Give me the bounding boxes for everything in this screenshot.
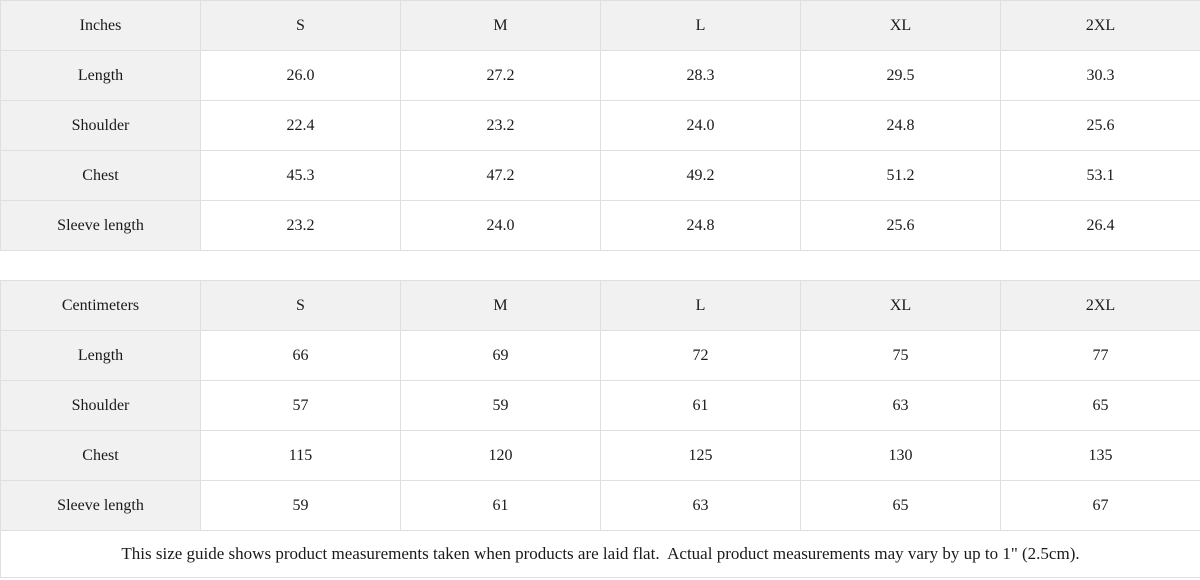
value-cell: 72: [600, 330, 801, 381]
value-cell: 28.3: [600, 50, 801, 101]
table-row: Sleeve length 59 61 63 65 67: [0, 480, 1200, 531]
size-header-cell: S: [200, 0, 401, 51]
value-cell: 24.0: [600, 100, 801, 151]
value-cell: 65: [800, 480, 1001, 531]
size-header-cell: S: [200, 280, 401, 331]
table-spacer: [0, 250, 1200, 281]
value-cell: 125: [600, 430, 801, 481]
footer-note-row: This size guide shows product measuremen…: [0, 530, 1200, 578]
value-cell: 130: [800, 430, 1001, 481]
inches-header-row: Inches S M L XL 2XL: [0, 0, 1200, 51]
row-label-cell: Length: [0, 50, 201, 101]
value-cell: 63: [800, 380, 1001, 431]
row-label-cell: Shoulder: [0, 100, 201, 151]
table-row: Chest 45.3 47.2 49.2 51.2 53.1: [0, 150, 1200, 201]
size-header-cell: L: [600, 280, 801, 331]
value-cell: 24.0: [400, 200, 601, 251]
value-cell: 47.2: [400, 150, 601, 201]
value-cell: 69: [400, 330, 601, 381]
size-guide-note: This size guide shows product measuremen…: [0, 530, 1200, 578]
value-cell: 65: [1000, 380, 1200, 431]
value-cell: 59: [200, 480, 401, 531]
size-header-cell: M: [400, 280, 601, 331]
row-label-cell: Chest: [0, 430, 201, 481]
value-cell: 61: [400, 480, 601, 531]
row-label-cell: Shoulder: [0, 380, 201, 431]
size-header-cell: 2XL: [1000, 0, 1200, 51]
value-cell: 77: [1000, 330, 1200, 381]
value-cell: 25.6: [800, 200, 1001, 251]
value-cell: 63: [600, 480, 801, 531]
unit-header-cell: Centimeters: [0, 280, 201, 331]
size-header-cell: XL: [800, 280, 1001, 331]
value-cell: 22.4: [200, 100, 401, 151]
value-cell: 51.2: [800, 150, 1001, 201]
size-header-cell: XL: [800, 0, 1001, 51]
value-cell: 27.2: [400, 50, 601, 101]
row-label-cell: Sleeve length: [0, 480, 201, 531]
size-header-cell: M: [400, 0, 601, 51]
table-row: Shoulder 22.4 23.2 24.0 24.8 25.6: [0, 100, 1200, 151]
value-cell: 23.2: [200, 200, 401, 251]
value-cell: 49.2: [600, 150, 801, 201]
value-cell: 61: [600, 380, 801, 431]
centimeters-header-row: Centimeters S M L XL 2XL: [0, 280, 1200, 331]
table-row: Length 66 69 72 75 77: [0, 330, 1200, 381]
row-label-cell: Sleeve length: [0, 200, 201, 251]
value-cell: 24.8: [800, 100, 1001, 151]
table-row: Length 26.0 27.2 28.3 29.5 30.3: [0, 50, 1200, 101]
value-cell: 25.6: [1000, 100, 1200, 151]
value-cell: 53.1: [1000, 150, 1200, 201]
table-row: Sleeve length 23.2 24.0 24.8 25.6 26.4: [0, 200, 1200, 251]
value-cell: 45.3: [200, 150, 401, 201]
row-label-cell: Length: [0, 330, 201, 381]
value-cell: 135: [1000, 430, 1200, 481]
value-cell: 57: [200, 380, 401, 431]
size-header-cell: L: [600, 0, 801, 51]
value-cell: 23.2: [400, 100, 601, 151]
value-cell: 75: [800, 330, 1001, 381]
value-cell: 59: [400, 380, 601, 431]
value-cell: 26.0: [200, 50, 401, 101]
row-label-cell: Chest: [0, 150, 201, 201]
table-row: Shoulder 57 59 61 63 65: [0, 380, 1200, 431]
spacer-cell: [0, 250, 1200, 281]
value-cell: 115: [200, 430, 401, 481]
value-cell: 24.8: [600, 200, 801, 251]
value-cell: 67: [1000, 480, 1200, 531]
value-cell: 66: [200, 330, 401, 381]
value-cell: 29.5: [800, 50, 1001, 101]
unit-header-cell: Inches: [0, 0, 201, 51]
value-cell: 26.4: [1000, 200, 1200, 251]
size-header-cell: 2XL: [1000, 280, 1200, 331]
value-cell: 30.3: [1000, 50, 1200, 101]
value-cell: 120: [400, 430, 601, 481]
table-row: Chest 115 120 125 130 135: [0, 430, 1200, 481]
